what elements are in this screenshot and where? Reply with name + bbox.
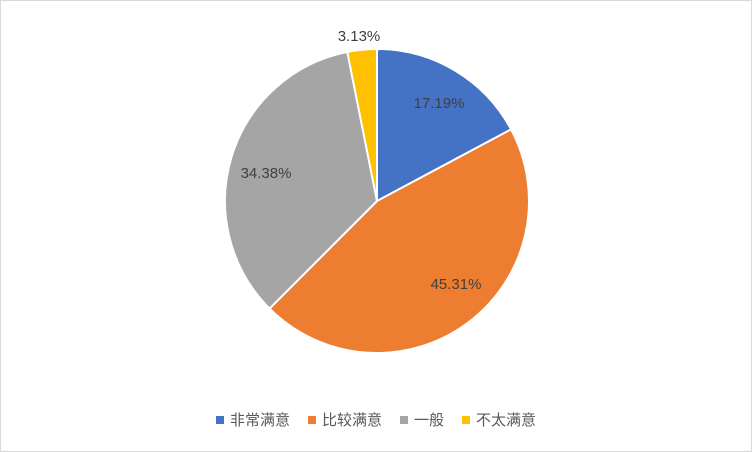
legend-swatch: [400, 415, 408, 424]
legend-label: 一般: [414, 412, 445, 429]
legend-swatch: [307, 415, 316, 424]
legend: 非常满意 比较满意 一般 不太满意: [1, 409, 751, 430]
legend-item: 非常满意: [215, 409, 290, 430]
data-label-2: 45.31%: [431, 276, 482, 293]
data-label-3: 34.38%: [241, 165, 292, 182]
data-label-1: 17.19%: [414, 95, 465, 112]
pie-slice-1: [376, 47, 513, 203]
legend-swatch: [215, 415, 224, 424]
legend-label: 比较满意: [321, 412, 382, 429]
legend-label: 非常满意: [229, 412, 290, 429]
pie-slice-4: [346, 47, 378, 202]
legend-item: 比较满意: [307, 409, 382, 430]
legend-swatch: [462, 415, 471, 424]
pie-slice-2: [268, 128, 530, 354]
data-label-4: 3.13%: [338, 28, 381, 45]
pie-slice-3: [224, 50, 379, 310]
legend-item: 一般: [400, 409, 444, 430]
legend-item: 不太满意: [462, 409, 536, 430]
legend-label: 不太满意: [476, 412, 537, 429]
